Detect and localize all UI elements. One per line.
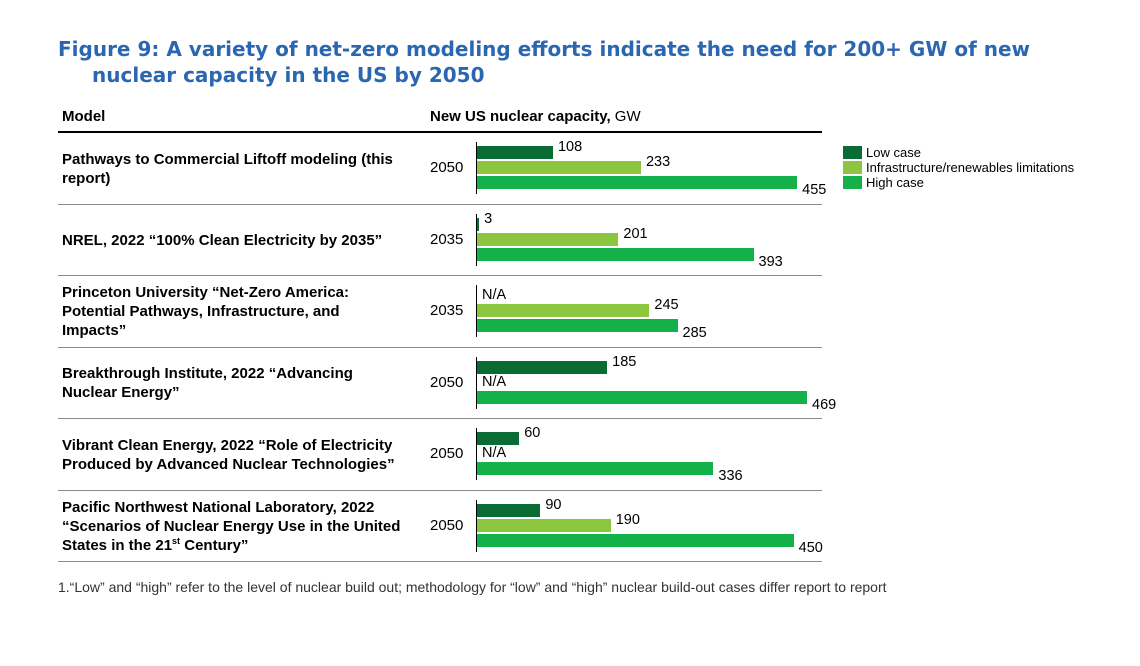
superscript: st bbox=[172, 535, 181, 546]
value-label-high: 455 bbox=[802, 182, 827, 198]
column-header-capacity: New US nuclear capacity, GW bbox=[430, 108, 641, 125]
bar-low bbox=[477, 432, 520, 445]
bar-infra bbox=[477, 232, 619, 246]
row-year: 2035 bbox=[430, 230, 464, 248]
bar-infra bbox=[477, 161, 641, 174]
chart-title: Figure 9: A variety of net-zero modeling… bbox=[58, 36, 1098, 88]
value-label-high: 393 bbox=[758, 253, 783, 270]
column-header-model: Model bbox=[62, 108, 106, 125]
row-year: 2050 bbox=[430, 445, 464, 462]
bar-high bbox=[477, 390, 807, 404]
bar-high bbox=[477, 247, 754, 261]
row-year: 2035 bbox=[430, 302, 464, 319]
value-label-low: N/A bbox=[482, 287, 507, 303]
bar-high bbox=[477, 462, 714, 475]
value-label-low: 3 bbox=[484, 210, 493, 227]
value-label-low: 60 bbox=[524, 425, 541, 441]
row-year: 2050 bbox=[430, 516, 464, 534]
value-label-high: 450 bbox=[798, 539, 823, 556]
legend-label-low: Low case bbox=[866, 145, 921, 160]
model-label: Vibrant Clean Energy, 2022 “Role of Elec… bbox=[62, 436, 395, 473]
model-label: Breakthrough Institute, 2022 “Advancing … bbox=[62, 365, 353, 402]
model-label: Princeton University “Net-Zero America: … bbox=[62, 284, 350, 340]
value-label-infra: 190 bbox=[615, 511, 640, 528]
value-label-low: 108 bbox=[557, 139, 583, 155]
legend: Low case Infrastructure/renewables limit… bbox=[843, 145, 1074, 190]
chart-title-line-1: Figure 9: A variety of net-zero modeling… bbox=[58, 37, 1031, 61]
legend-item-high: High case bbox=[843, 175, 1074, 190]
legend-item-infra: Infrastructure/renewables limitations bbox=[843, 160, 1074, 175]
header-rule bbox=[58, 131, 822, 133]
model-label: Pathways to Commercial Liftoff modeling … bbox=[62, 150, 393, 187]
bar-high bbox=[477, 176, 798, 189]
bar-infra bbox=[477, 304, 650, 317]
model-label: NREL, 2022 “100% Clean Electricity by 20… bbox=[62, 231, 383, 249]
bar-high bbox=[477, 533, 794, 547]
value-label-infra: N/A bbox=[482, 373, 507, 390]
legend-swatch-high bbox=[843, 176, 862, 189]
bar-high bbox=[477, 319, 678, 332]
model-label: Pacific Northwest National Laboratory, 2… bbox=[62, 498, 401, 554]
row-axis-line bbox=[476, 213, 477, 266]
row-axis-line bbox=[476, 285, 477, 337]
value-label-high: 285 bbox=[682, 325, 707, 341]
row-rule bbox=[58, 203, 822, 205]
legend-swatch-infra bbox=[843, 161, 862, 174]
legend-item-low: Low case bbox=[843, 145, 1074, 160]
value-label-low: 90 bbox=[545, 496, 562, 513]
row-axis-line bbox=[476, 499, 477, 552]
bar-infra bbox=[477, 518, 611, 532]
row-axis-line bbox=[476, 356, 477, 409]
legend-swatch-low bbox=[843, 146, 862, 159]
bar-low bbox=[477, 146, 553, 159]
row-rule bbox=[58, 275, 822, 276]
value-label-high: 469 bbox=[812, 396, 837, 413]
row-axis-line bbox=[476, 428, 477, 480]
legend-label-high: High case bbox=[866, 175, 924, 190]
row-rule bbox=[58, 418, 822, 419]
value-label-low: 185 bbox=[612, 353, 637, 370]
value-label-infra: 201 bbox=[623, 225, 648, 242]
row-rule bbox=[58, 489, 822, 491]
legend-label-infra: Infrastructure/renewables limitations bbox=[866, 160, 1075, 175]
value-label-infra: N/A bbox=[482, 445, 507, 461]
column-header-capacity-label: New US nuclear capacity, bbox=[430, 108, 611, 125]
column-header-capacity-unit: GW bbox=[610, 108, 641, 125]
bar-low bbox=[477, 503, 541, 517]
chart-title-line-2: nuclear capacity in the US by 2050 bbox=[92, 63, 485, 87]
value-label-infra: 233 bbox=[645, 154, 671, 170]
row-year: 2050 bbox=[430, 373, 464, 391]
row-rule bbox=[58, 561, 822, 562]
row-rule bbox=[58, 346, 822, 348]
footnote: 1.“Low” and “high” refer to the level of… bbox=[58, 579, 887, 595]
row-axis-line bbox=[476, 142, 477, 194]
row-year: 2050 bbox=[430, 159, 464, 176]
value-label-infra: 245 bbox=[654, 297, 679, 313]
value-label-high: 336 bbox=[718, 468, 743, 484]
bar-low bbox=[477, 360, 608, 374]
bar-low bbox=[477, 217, 480, 231]
